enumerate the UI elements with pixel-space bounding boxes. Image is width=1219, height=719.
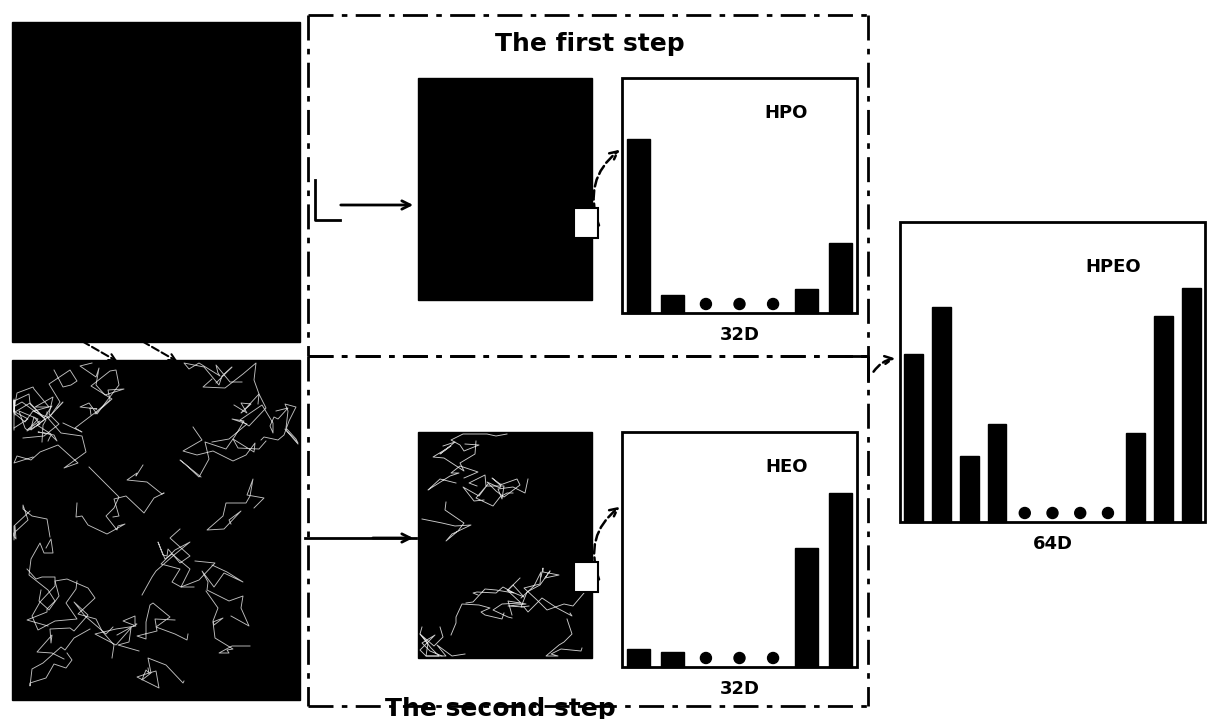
Circle shape [1102, 508, 1113, 518]
Text: 64D: 64D [1032, 535, 1073, 553]
Bar [12, 360, 300, 700]
Bar [959, 457, 979, 522]
Bar [574, 208, 599, 238]
Bar [661, 295, 684, 313]
Bar [418, 432, 592, 658]
Bar [829, 493, 852, 667]
Bar [829, 243, 852, 313]
Bar [622, 432, 857, 667]
Text: HPO: HPO [764, 104, 808, 122]
Circle shape [1019, 508, 1030, 518]
Text: The first step: The first step [495, 32, 685, 56]
Circle shape [734, 298, 745, 309]
Bar [933, 307, 951, 522]
Bar [900, 222, 1206, 522]
Circle shape [701, 653, 712, 664]
Text: 32D: 32D [719, 326, 759, 344]
Bar [418, 78, 592, 300]
Bar [904, 354, 923, 522]
Bar [574, 562, 599, 592]
Bar [12, 22, 300, 342]
Bar [987, 423, 1007, 522]
Bar [628, 649, 650, 667]
Circle shape [768, 298, 779, 309]
Bar [1154, 316, 1173, 522]
Text: The second step: The second step [385, 697, 616, 719]
Bar [622, 78, 857, 313]
Bar [661, 652, 684, 667]
Circle shape [1075, 508, 1086, 518]
Bar [1181, 288, 1201, 522]
Text: 32D: 32D [719, 680, 759, 698]
Circle shape [1047, 508, 1058, 518]
Bar [1126, 433, 1145, 522]
Bar [628, 139, 650, 313]
Text: HPEO: HPEO [1086, 258, 1141, 276]
Circle shape [734, 653, 745, 664]
Bar [795, 289, 818, 313]
Circle shape [701, 298, 712, 309]
Text: HEO: HEO [766, 458, 808, 476]
Bar [795, 548, 818, 667]
Circle shape [768, 653, 779, 664]
